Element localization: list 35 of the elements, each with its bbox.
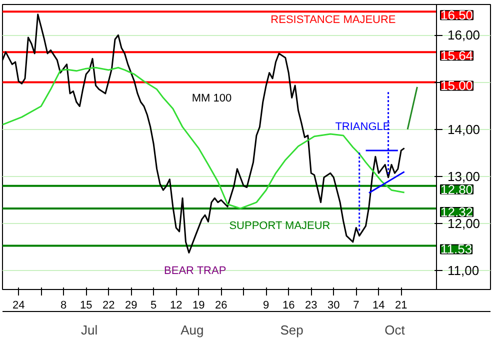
annotation: MM 100 xyxy=(192,92,232,105)
x-tick-label: 22 xyxy=(102,300,115,312)
annotation: SUPPORT MAJEUR xyxy=(229,220,330,232)
ref-line-label: 12.32 xyxy=(440,204,474,220)
x-tick-label: 26 xyxy=(214,300,228,312)
x-tick-label: 7 xyxy=(353,300,360,312)
ref-line-label: 12.80 xyxy=(440,182,474,197)
annotation: BEAR TRAP xyxy=(164,264,226,277)
x-tick-label: 19 xyxy=(192,300,205,312)
x-tick-label: 12 xyxy=(170,300,182,312)
x-tick-label: 5 xyxy=(150,300,157,312)
x2-tick-label: Aug xyxy=(180,322,204,338)
y-tick-label: 11,00 xyxy=(448,263,480,278)
y-tick-label: 14,00 xyxy=(448,122,480,137)
x-tick-label: 21 xyxy=(395,300,408,312)
x2-tick-label: Oct xyxy=(384,322,406,338)
line-series xyxy=(2,66,406,210)
x-tick-label: 8 xyxy=(60,300,67,312)
ref-line-label: 16.50 xyxy=(440,8,474,23)
x-tick-label: 24 xyxy=(12,300,25,312)
annotation: TRIANGLE xyxy=(335,121,390,134)
y-tick-label: 16,00 xyxy=(448,28,480,43)
x-tick-label: 30 xyxy=(328,300,340,312)
x-tick-label: 16 xyxy=(282,300,295,312)
x2-tick-label: Jul xyxy=(80,322,98,338)
x-tick-label: 15 xyxy=(80,300,92,312)
ref-line-label: 15.00 xyxy=(440,78,474,94)
y-tick-label: 13,00 xyxy=(448,168,480,184)
x-tick-label: 9 xyxy=(263,300,270,312)
x-tick-label: 14 xyxy=(372,300,385,312)
ref-line-label: 11.53 xyxy=(440,242,472,257)
x-tick-label: 23 xyxy=(305,300,318,312)
x-tick-label: 29 xyxy=(124,300,138,312)
annotation: RESISTANCE MAJEURE xyxy=(270,14,396,26)
x2-tick-label: Sep xyxy=(280,322,304,338)
